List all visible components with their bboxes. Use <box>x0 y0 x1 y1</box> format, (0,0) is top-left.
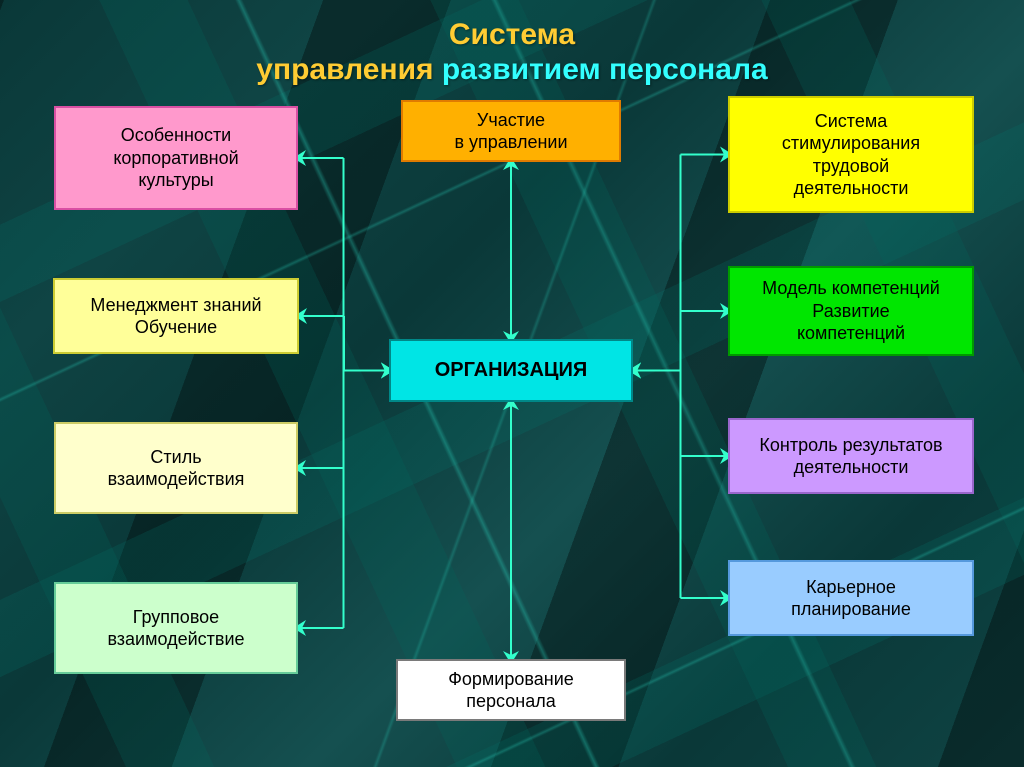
diagram-title: Система управления развитием персонала <box>0 18 1024 87</box>
box-right1: Система стимулирования трудовой деятельн… <box>728 96 974 213</box>
box-right2: Модель компетенций Развитие компетенций <box>728 266 974 356</box>
box-left4: Групповое взаимодействие <box>54 582 298 674</box>
box-left1: Особенности корпоративной культуры <box>54 106 298 210</box>
box-left2: Менеджмент знаний Обучение <box>53 278 299 354</box>
box-right4: Карьерное планирование <box>728 560 974 636</box>
box-center: ОРГАНИЗАЦИЯ <box>389 339 633 402</box>
box-bottom: Формирование персонала <box>396 659 626 721</box>
box-right3: Контроль результатов деятельности <box>728 418 974 494</box>
box-left3: Стиль взаимодействия <box>54 422 298 514</box>
title-line1: Система <box>449 18 575 51</box>
title-line2-part2: развитием персонала <box>442 53 768 86</box>
title-line2-part1: управления <box>256 53 442 86</box>
box-top: Участие в управлении <box>401 100 621 162</box>
